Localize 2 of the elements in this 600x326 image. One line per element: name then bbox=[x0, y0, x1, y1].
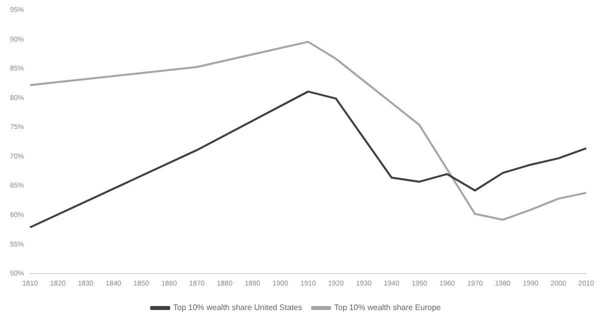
legend-label: Top 10% wealth share United States bbox=[173, 303, 302, 312]
legend-label: Top 10% wealth share Europe bbox=[334, 303, 442, 312]
